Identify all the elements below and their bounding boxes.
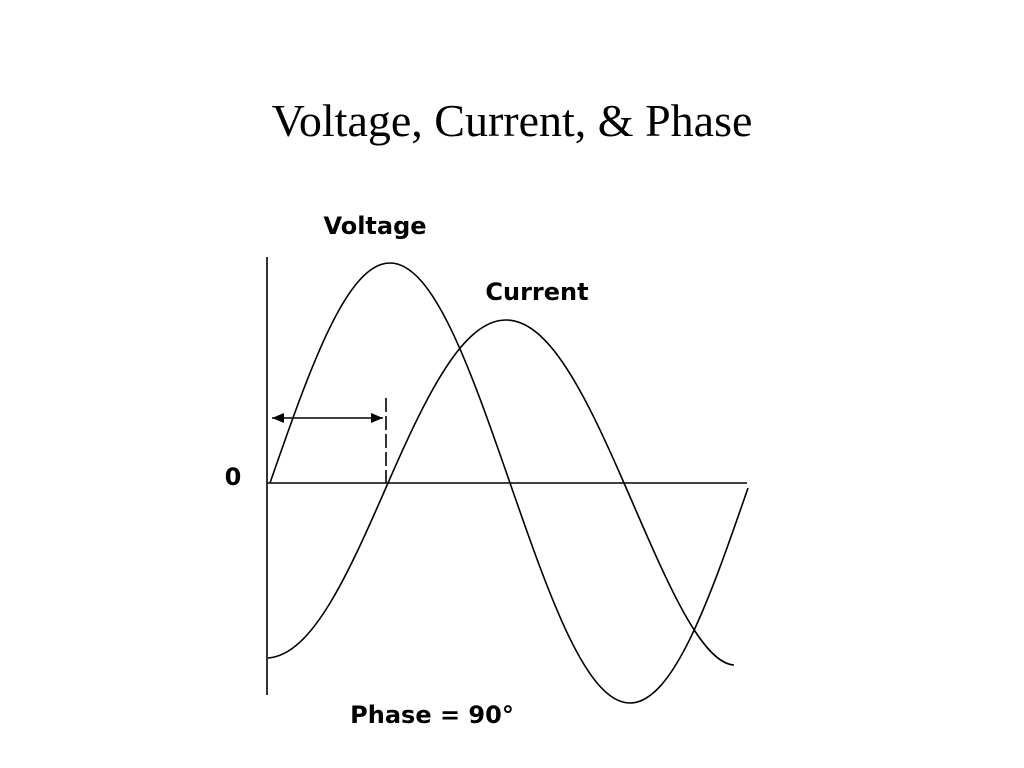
current-label: Current	[485, 278, 588, 306]
slide-title: Voltage, Current, & Phase	[272, 95, 753, 146]
zero-label: 0	[225, 463, 242, 491]
arrow-heads	[272, 413, 383, 423]
voltage-label: Voltage	[323, 212, 426, 240]
voltage-wave	[269, 262, 749, 704]
current-wave	[267, 319, 735, 666]
phase-diagram: Voltage Current 0 Phase = 90°	[225, 212, 749, 729]
phase-label: Phase = 90°	[350, 701, 514, 729]
